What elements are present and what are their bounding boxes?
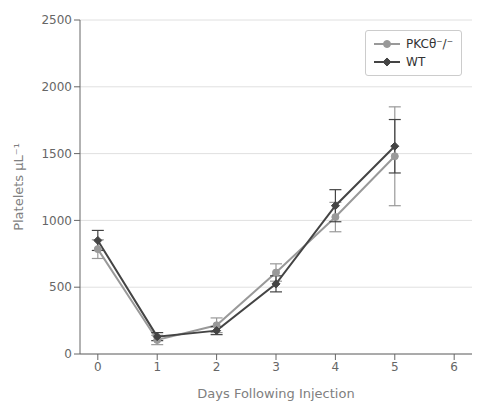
svg-text:2500: 2500 xyxy=(41,13,72,27)
svg-text:1: 1 xyxy=(153,360,161,374)
svg-text:3: 3 xyxy=(272,360,280,374)
svg-text:1500: 1500 xyxy=(41,147,72,161)
svg-text:500: 500 xyxy=(49,280,72,294)
svg-text:5: 5 xyxy=(391,360,399,374)
svg-text:2: 2 xyxy=(213,360,221,374)
svg-text:Days Following Injection: Days Following Injection xyxy=(197,386,354,401)
svg-text:2000: 2000 xyxy=(41,80,72,94)
svg-text:4: 4 xyxy=(332,360,340,374)
svg-text:Platelets μL⁻¹: Platelets μL⁻¹ xyxy=(11,143,26,231)
svg-text:0: 0 xyxy=(94,360,102,374)
svg-text:6: 6 xyxy=(450,360,458,374)
svg-text:1000: 1000 xyxy=(41,214,72,228)
html-text:PKCθ⁻/⁻: PKCθ⁻/⁻ xyxy=(406,37,453,51)
svg-text:0: 0 xyxy=(64,347,72,361)
html-text:WT: WT xyxy=(406,55,426,69)
